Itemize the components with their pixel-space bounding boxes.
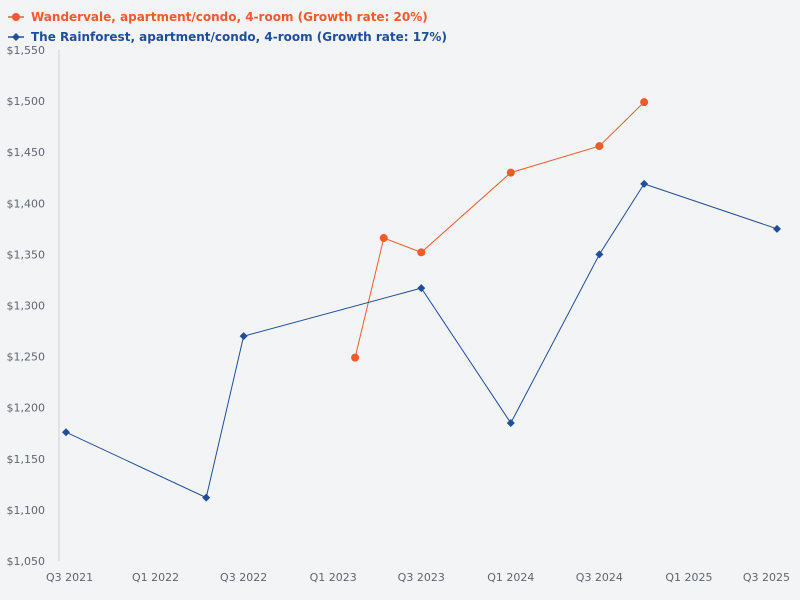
- x-tick-label: Q1 2023: [310, 571, 357, 584]
- series-line-1: [65, 183, 778, 499]
- data-point[interactable]: [62, 428, 70, 437]
- x-tick-label: Q3 2021: [46, 571, 93, 584]
- y-tick-label: $1,400: [7, 197, 46, 210]
- y-tick-label: $1,500: [7, 95, 46, 108]
- x-tick-label: Q3 2025: [743, 571, 790, 584]
- x-tick-label: Q3 2024: [576, 571, 623, 584]
- x-tick-label: Q1 2022: [132, 571, 179, 584]
- x-tick-label: Q3 2023: [398, 571, 445, 584]
- y-tick-label: $1,550: [7, 44, 46, 57]
- y-tick-label: $1,100: [7, 504, 46, 517]
- y-axis-ticks: $1,550 $1,500 $1,450 $1,400 $1,350 $1,300 $1,2…: [7, 44, 46, 568]
- y-tick-label: $1,150: [7, 453, 46, 466]
- data-point[interactable]: [595, 250, 604, 259]
- data-point[interactable]: [640, 179, 649, 188]
- plot-area: [62, 98, 781, 502]
- y-tick-label: $1,200: [7, 402, 46, 415]
- legend-item-rainforest[interactable]: The Rainforest, apartment/condo, 4-room …: [8, 30, 447, 44]
- legend: Wandervale, apartment/condo, 4-room (Gro…: [8, 10, 447, 44]
- data-point[interactable]: [773, 224, 781, 233]
- data-point[interactable]: [417, 284, 426, 293]
- y-tick-label: $1,300: [7, 300, 46, 313]
- data-point[interactable]: [202, 493, 211, 502]
- y-tick-label: $1,250: [7, 351, 46, 364]
- series-line-0: [354, 101, 645, 358]
- legend-label-rainforest: The Rainforest, apartment/condo, 4-room …: [31, 30, 447, 44]
- data-point[interactable]: [239, 332, 248, 341]
- x-tick-label: Q1 2025: [665, 571, 712, 584]
- data-point[interactable]: [351, 353, 360, 362]
- data-point[interactable]: [595, 142, 604, 151]
- x-tick-label: Q1 2024: [487, 571, 534, 584]
- data-point[interactable]: [417, 248, 426, 257]
- data-point[interactable]: [379, 234, 388, 243]
- data-point[interactable]: [506, 419, 515, 428]
- y-tick-label: $1,350: [7, 248, 46, 261]
- y-tick-label: $1,050: [7, 555, 46, 568]
- data-point[interactable]: [506, 168, 515, 177]
- y-tick-label: $1,450: [7, 146, 46, 159]
- legend-item-wandervale[interactable]: Wandervale, apartment/condo, 4-room (Gro…: [8, 10, 428, 24]
- legend-marker-diamond-icon: [12, 33, 20, 41]
- legend-marker-circle-icon: [12, 13, 20, 21]
- x-tick-label: Q3 2022: [220, 571, 267, 584]
- data-point[interactable]: [640, 98, 649, 107]
- legend-label-wandervale: Wandervale, apartment/condo, 4-room (Gro…: [31, 10, 428, 24]
- x-axis-ticks: Q3 2021 Q1 2022 Q3 2022 Q1 2023 Q3 2023 Q1 20…: [46, 571, 790, 584]
